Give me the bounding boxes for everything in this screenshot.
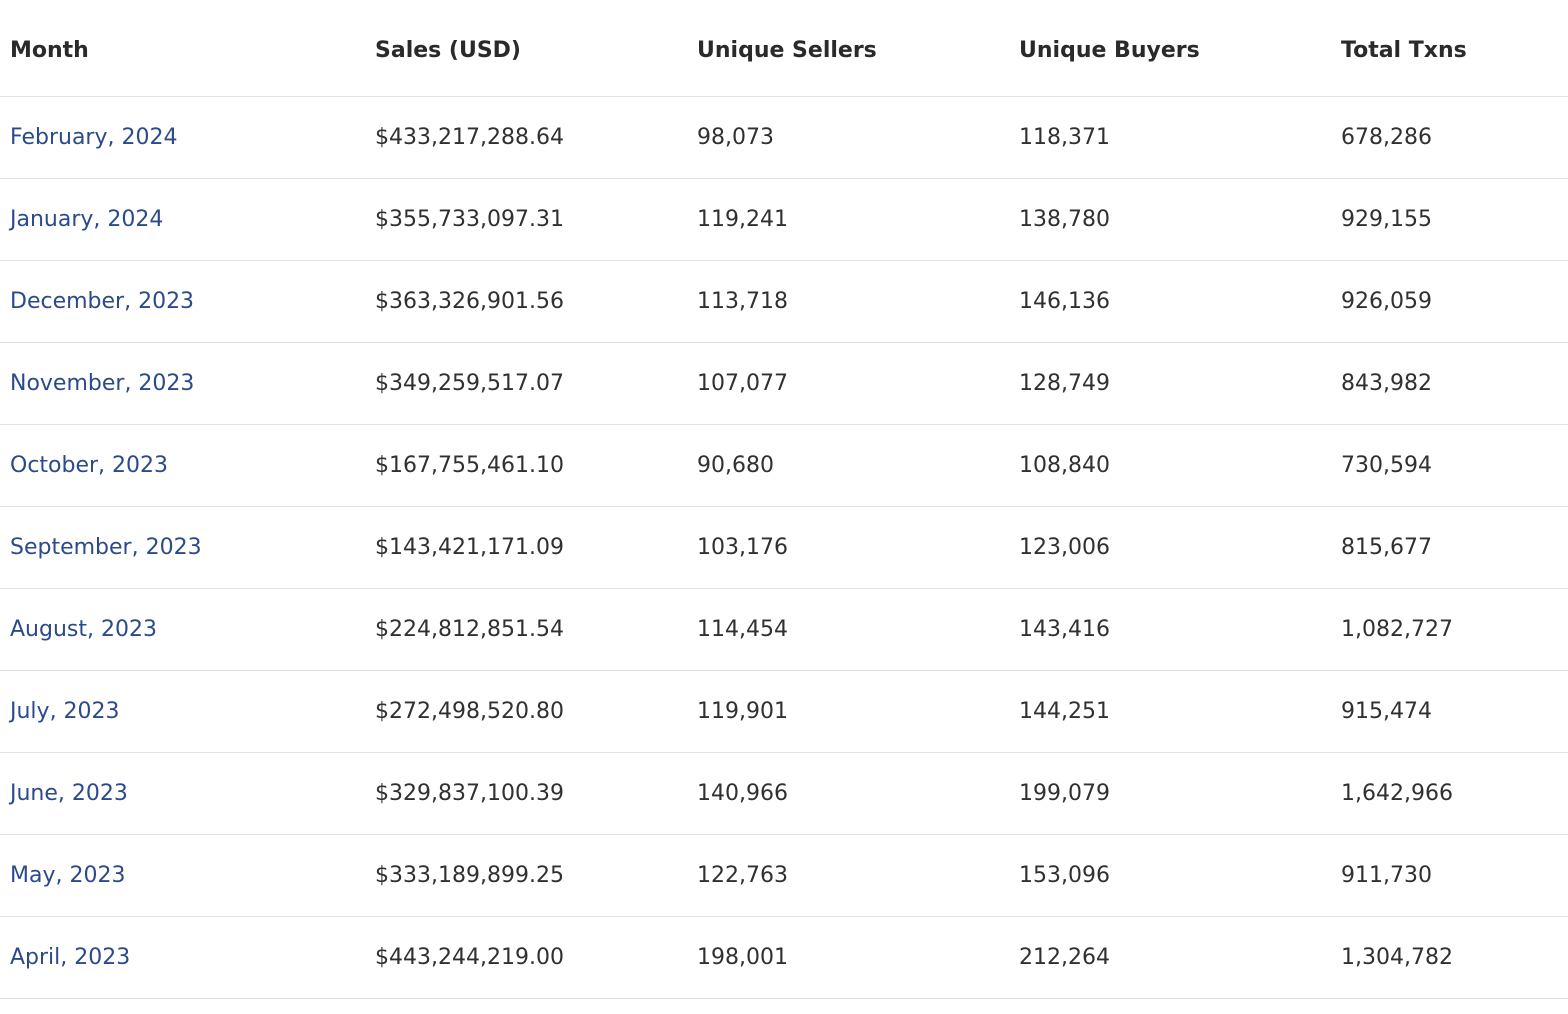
table-row: June, 2023 $329,837,100.39 140,966 199,0… <box>0 752 1568 835</box>
month-link[interactable]: April, 2023 <box>10 944 131 970</box>
table-row: August, 2023 $224,812,851.54 114,454 143… <box>0 588 1568 671</box>
total-txns-cell: 1,082,727 <box>1331 588 1568 671</box>
table-row: September, 2023 $143,421,171.09 103,176 … <box>0 506 1568 589</box>
unique-buyers-cell: 199,079 <box>1009 752 1331 835</box>
column-header-sales[interactable]: Sales (USD) <box>365 0 687 97</box>
sales-cell: $272,498,520.80 <box>365 670 687 753</box>
column-header-total-txns[interactable]: Total Txns <box>1331 0 1568 97</box>
month-cell: April, 2023 <box>0 916 365 999</box>
unique-sellers-cell: 114,454 <box>687 588 1009 671</box>
unique-sellers-cell: 90,680 <box>687 424 1009 507</box>
month-link[interactable]: January, 2024 <box>10 206 164 232</box>
total-txns-cell: 926,059 <box>1331 260 1568 343</box>
unique-sellers-cell: 98,073 <box>687 96 1009 179</box>
table-header: Month Sales (USD) Unique Sellers Unique … <box>0 0 1568 97</box>
sales-cell: $443,244,219.00 <box>365 916 687 999</box>
month-cell: May, 2023 <box>0 834 365 917</box>
table-row: November, 2023 $349,259,517.07 107,077 1… <box>0 342 1568 425</box>
unique-sellers-cell: 107,077 <box>687 342 1009 425</box>
month-link[interactable]: December, 2023 <box>10 288 195 314</box>
sales-cell: $333,189,899.25 <box>365 834 687 917</box>
total-txns-cell: 843,982 <box>1331 342 1568 425</box>
unique-sellers-cell: 103,176 <box>687 506 1009 589</box>
month-cell: January, 2024 <box>0 178 365 261</box>
month-cell: December, 2023 <box>0 260 365 343</box>
month-link[interactable]: October, 2023 <box>10 452 169 478</box>
month-cell: November, 2023 <box>0 342 365 425</box>
unique-buyers-cell: 146,136 <box>1009 260 1331 343</box>
unique-sellers-cell: 140,966 <box>687 752 1009 835</box>
table-row: May, 2023 $333,189,899.25 122,763 153,09… <box>0 834 1568 917</box>
sales-cell: $363,326,901.56 <box>365 260 687 343</box>
unique-sellers-cell: 198,001 <box>687 916 1009 999</box>
unique-buyers-cell: 212,264 <box>1009 916 1331 999</box>
table-row: February, 2024 $433,217,288.64 98,073 11… <box>0 96 1568 179</box>
total-txns-cell: 730,594 <box>1331 424 1568 507</box>
sales-cell: $329,837,100.39 <box>365 752 687 835</box>
header-row: Month Sales (USD) Unique Sellers Unique … <box>0 0 1568 97</box>
month-cell: February, 2024 <box>0 96 365 179</box>
month-link[interactable]: May, 2023 <box>10 862 126 888</box>
month-cell: June, 2023 <box>0 752 365 835</box>
unique-buyers-cell: 118,371 <box>1009 96 1331 179</box>
total-txns-cell: 1,304,782 <box>1331 916 1568 999</box>
unique-sellers-cell: 119,901 <box>687 670 1009 753</box>
total-txns-cell: 815,677 <box>1331 506 1568 589</box>
month-link[interactable]: November, 2023 <box>10 370 195 396</box>
unique-buyers-cell: 153,096 <box>1009 834 1331 917</box>
month-cell: September, 2023 <box>0 506 365 589</box>
table-row: July, 2023 $272,498,520.80 119,901 144,2… <box>0 670 1568 753</box>
month-cell: July, 2023 <box>0 670 365 753</box>
unique-buyers-cell: 138,780 <box>1009 178 1331 261</box>
month-link[interactable]: February, 2024 <box>10 124 178 150</box>
total-txns-cell: 911,730 <box>1331 834 1568 917</box>
column-header-month[interactable]: Month <box>0 0 365 97</box>
table-row: October, 2023 $167,755,461.10 90,680 108… <box>0 424 1568 507</box>
total-txns-cell: 915,474 <box>1331 670 1568 753</box>
unique-buyers-cell: 144,251 <box>1009 670 1331 753</box>
unique-sellers-cell: 119,241 <box>687 178 1009 261</box>
unique-buyers-cell: 128,749 <box>1009 342 1331 425</box>
column-header-unique-buyers[interactable]: Unique Buyers <box>1009 0 1331 97</box>
sales-cell: $224,812,851.54 <box>365 588 687 671</box>
table-row: April, 2023 $443,244,219.00 198,001 212,… <box>0 916 1568 999</box>
total-txns-cell: 929,155 <box>1331 178 1568 261</box>
total-txns-cell: 678,286 <box>1331 96 1568 179</box>
table-body: February, 2024 $433,217,288.64 98,073 11… <box>0 96 1568 999</box>
sales-cell: $143,421,171.09 <box>365 506 687 589</box>
total-txns-cell: 1,642,966 <box>1331 752 1568 835</box>
month-cell: August, 2023 <box>0 588 365 671</box>
unique-buyers-cell: 108,840 <box>1009 424 1331 507</box>
sales-cell: $167,755,461.10 <box>365 424 687 507</box>
unique-sellers-cell: 122,763 <box>687 834 1009 917</box>
month-link[interactable]: June, 2023 <box>10 780 128 806</box>
month-link[interactable]: August, 2023 <box>10 616 157 642</box>
unique-buyers-cell: 143,416 <box>1009 588 1331 671</box>
month-cell: October, 2023 <box>0 424 365 507</box>
sales-cell: $349,259,517.07 <box>365 342 687 425</box>
unique-sellers-cell: 113,718 <box>687 260 1009 343</box>
column-header-unique-sellers[interactable]: Unique Sellers <box>687 0 1009 97</box>
table-row: December, 2023 $363,326,901.56 113,718 1… <box>0 260 1568 343</box>
month-link[interactable]: September, 2023 <box>10 534 202 560</box>
sales-cell: $433,217,288.64 <box>365 96 687 179</box>
unique-buyers-cell: 123,006 <box>1009 506 1331 589</box>
table-row: January, 2024 $355,733,097.31 119,241 13… <box>0 178 1568 261</box>
month-link[interactable]: July, 2023 <box>10 698 120 724</box>
sales-cell: $355,733,097.31 <box>365 178 687 261</box>
